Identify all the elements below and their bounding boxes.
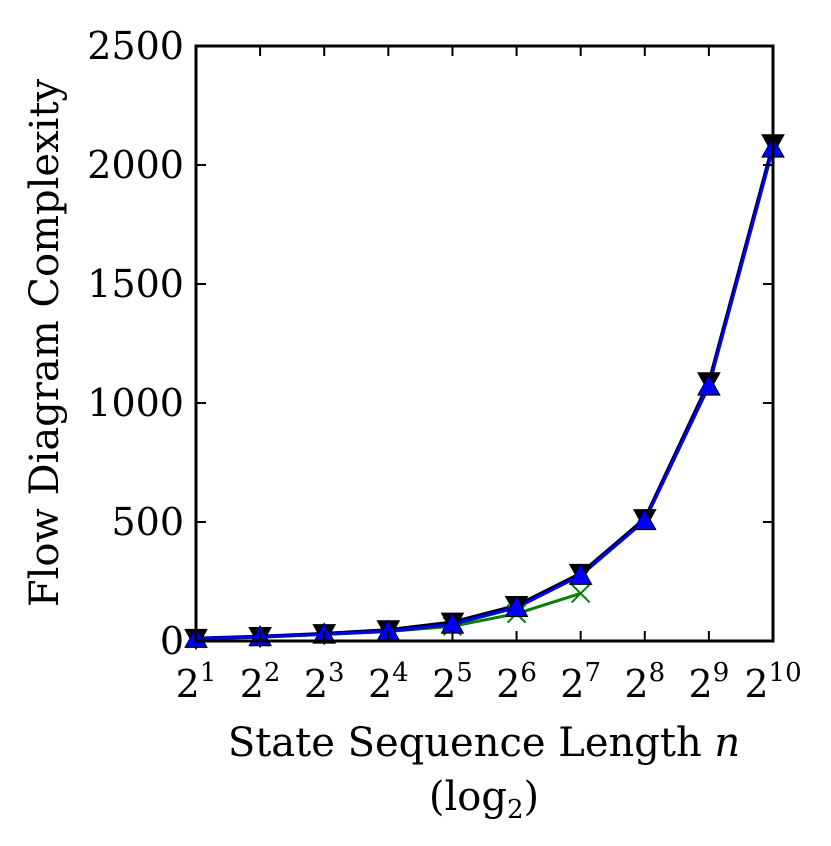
x-axis-scale-prefix: (log <box>429 774 507 820</box>
plot-frame <box>194 44 775 643</box>
x-axis-label: State Sequence Length n <box>228 720 740 766</box>
x-tick-base: 2 <box>560 662 584 706</box>
x-tick-base: 2 <box>240 662 264 706</box>
x-tick-exponent: 7 <box>584 658 601 688</box>
x-tick-label: 29 <box>689 658 730 706</box>
x-tick-base: 2 <box>689 662 713 706</box>
y-tick-label: 1500 <box>87 262 184 306</box>
data-point-triangle-up <box>632 508 657 531</box>
x-tick-exponent: 5 <box>456 658 473 688</box>
y-tick-label: 2000 <box>87 143 184 187</box>
x-tick-exponent: 8 <box>649 658 666 688</box>
y-tick-label: 0 <box>160 619 184 663</box>
x-tick-label: 23 <box>304 658 345 706</box>
x-axis-label-scale: (log2) <box>429 774 539 825</box>
data-point-triangle-up <box>697 374 721 396</box>
x-tick-base: 2 <box>304 662 328 706</box>
x-tick-label: 24 <box>368 658 409 706</box>
x-axis-scale-suffix: ) <box>524 774 540 820</box>
data-point-x <box>570 583 591 604</box>
x-axis-label-space <box>702 720 715 766</box>
y-axis: 0 500 1000 1500 2000 2500 <box>87 24 773 663</box>
x-tick-exponent: 6 <box>520 658 537 688</box>
series-line-2 <box>195 143 775 640</box>
y-tick-label: 500 <box>111 500 184 544</box>
x-tick-label: 210 <box>744 658 801 706</box>
x-tick-exponent: 4 <box>392 658 409 688</box>
y-tick-label: 1000 <box>87 381 184 425</box>
x-tick-label: 25 <box>432 658 473 706</box>
series-line-3 <box>195 147 775 641</box>
x-axis-label-text: State Sequence Length <box>228 720 702 766</box>
x-tick-base: 2 <box>176 662 200 706</box>
x-tick-label: 28 <box>624 658 665 706</box>
x-tick-base: 2 <box>624 662 648 706</box>
x-tick-label: 22 <box>240 658 281 706</box>
plot-area <box>184 134 785 651</box>
x-tick-exponent: 2 <box>264 658 281 688</box>
x-tick-base: 2 <box>432 662 456 706</box>
x-tick-exponent: 1 <box>200 658 217 688</box>
y-axis-label: Flow Diagram Complexity <box>22 78 68 607</box>
x-axis: 21 22 23 24 25 26 27 28 29 210 <box>176 46 802 706</box>
x-tick-base: 2 <box>496 662 520 706</box>
x-tick-label: 27 <box>560 658 601 706</box>
x-axis-label-variable: n <box>714 720 740 766</box>
x-tick-label: 21 <box>176 658 217 706</box>
y-tick-label: 2500 <box>87 24 184 68</box>
x-tick-base: 2 <box>744 662 768 706</box>
x-tick-exponent: 3 <box>328 658 345 688</box>
x-tick-label: 26 <box>496 658 537 706</box>
x-tick-exponent: 10 <box>769 658 802 688</box>
data-point-triangle-up <box>568 563 593 585</box>
x-tick-exponent: 9 <box>713 658 730 688</box>
x-axis-scale-subscript: 2 <box>507 795 524 825</box>
x-tick-base: 2 <box>368 662 392 706</box>
data-point-triangle-up <box>504 595 529 617</box>
